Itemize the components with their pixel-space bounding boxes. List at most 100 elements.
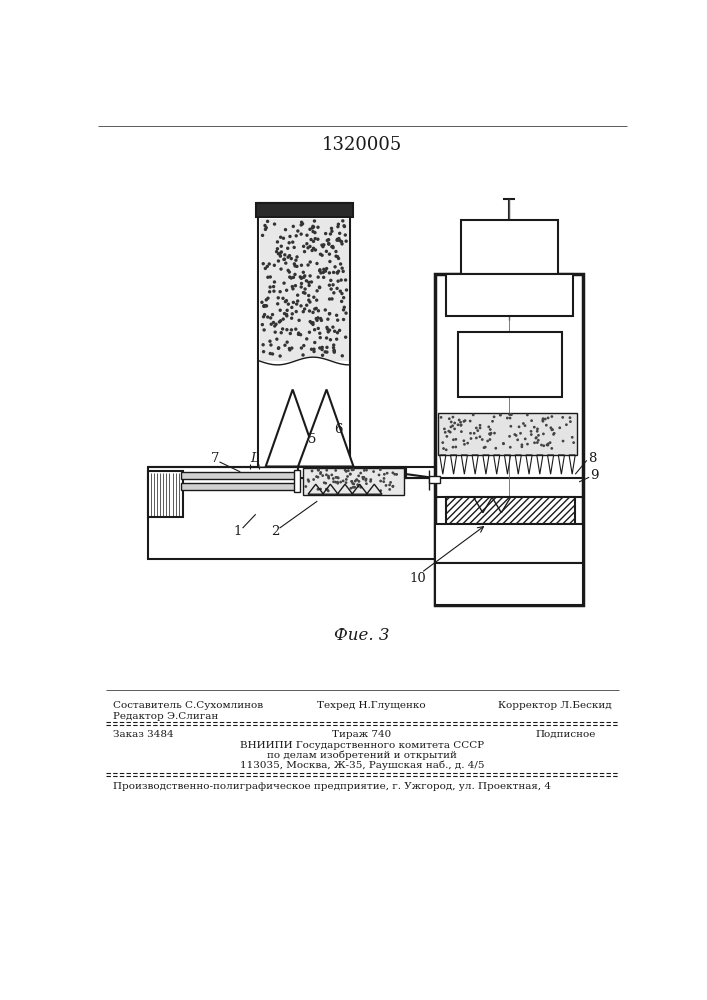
Circle shape [508,417,511,419]
Circle shape [342,224,346,227]
Circle shape [275,250,279,253]
Circle shape [451,424,454,427]
Circle shape [330,297,334,301]
Circle shape [276,259,280,263]
Circle shape [526,443,529,446]
Circle shape [271,313,274,316]
Circle shape [262,315,265,318]
Circle shape [320,346,324,349]
Circle shape [303,250,306,253]
Circle shape [322,271,325,274]
Circle shape [462,420,465,423]
Circle shape [362,478,365,480]
Circle shape [571,436,573,439]
Text: ВНИИПИ Государственного комитета СССР: ВНИИПИ Государственного комитета СССР [240,741,484,750]
Circle shape [357,485,360,488]
Circle shape [302,271,305,274]
Circle shape [293,246,296,249]
Circle shape [273,280,276,284]
Circle shape [479,435,481,438]
Circle shape [318,332,322,335]
Circle shape [452,446,455,449]
Circle shape [291,285,294,288]
Text: 2: 2 [271,525,279,538]
Circle shape [510,413,513,416]
Circle shape [452,438,455,441]
Circle shape [302,245,305,248]
Circle shape [518,425,520,428]
Circle shape [552,433,555,436]
Circle shape [332,477,334,480]
Circle shape [344,239,348,243]
Circle shape [493,432,496,435]
Circle shape [544,418,547,420]
Circle shape [349,473,351,475]
Circle shape [489,433,491,436]
Circle shape [310,249,314,252]
Circle shape [330,245,334,248]
Circle shape [297,331,300,335]
Circle shape [370,478,372,481]
Circle shape [346,475,349,478]
Circle shape [337,238,340,242]
Circle shape [313,307,317,311]
Circle shape [489,428,491,431]
Circle shape [312,296,315,299]
Circle shape [469,420,472,422]
Text: 7: 7 [211,452,219,465]
Circle shape [569,420,572,423]
Text: 1320005: 1320005 [322,136,402,154]
Circle shape [313,231,317,234]
Circle shape [322,243,325,246]
Circle shape [266,265,269,268]
Circle shape [285,328,288,331]
Circle shape [365,469,368,472]
Circle shape [300,282,303,285]
Circle shape [319,253,322,256]
Circle shape [290,346,293,350]
Circle shape [284,344,286,347]
Circle shape [354,480,356,482]
Circle shape [295,310,298,313]
Circle shape [316,316,320,320]
Circle shape [477,429,479,432]
Circle shape [279,354,282,358]
Text: 5: 5 [308,433,316,446]
Circle shape [340,240,343,243]
Circle shape [302,310,305,313]
Circle shape [311,311,315,314]
Circle shape [279,267,283,271]
Circle shape [324,308,327,312]
Circle shape [489,438,491,441]
Circle shape [542,420,544,423]
Circle shape [300,346,303,350]
Circle shape [549,441,551,444]
Circle shape [441,441,444,444]
Circle shape [335,238,339,242]
Circle shape [352,483,355,485]
Circle shape [326,318,329,321]
Circle shape [276,247,279,250]
Circle shape [317,488,320,491]
Circle shape [266,220,269,223]
Circle shape [466,442,469,445]
Circle shape [332,349,336,353]
Bar [461,220,558,274]
Circle shape [334,476,337,479]
Circle shape [490,432,493,435]
Circle shape [298,319,300,322]
Circle shape [547,442,549,445]
Circle shape [337,279,340,283]
Text: L: L [250,452,259,465]
Circle shape [313,237,317,240]
Circle shape [328,297,332,301]
Circle shape [460,424,462,426]
Circle shape [317,285,321,289]
Circle shape [475,427,478,429]
Circle shape [457,423,460,426]
Bar [298,466,406,478]
Circle shape [294,259,298,262]
Circle shape [450,421,452,423]
Circle shape [323,481,326,484]
Circle shape [350,480,353,483]
